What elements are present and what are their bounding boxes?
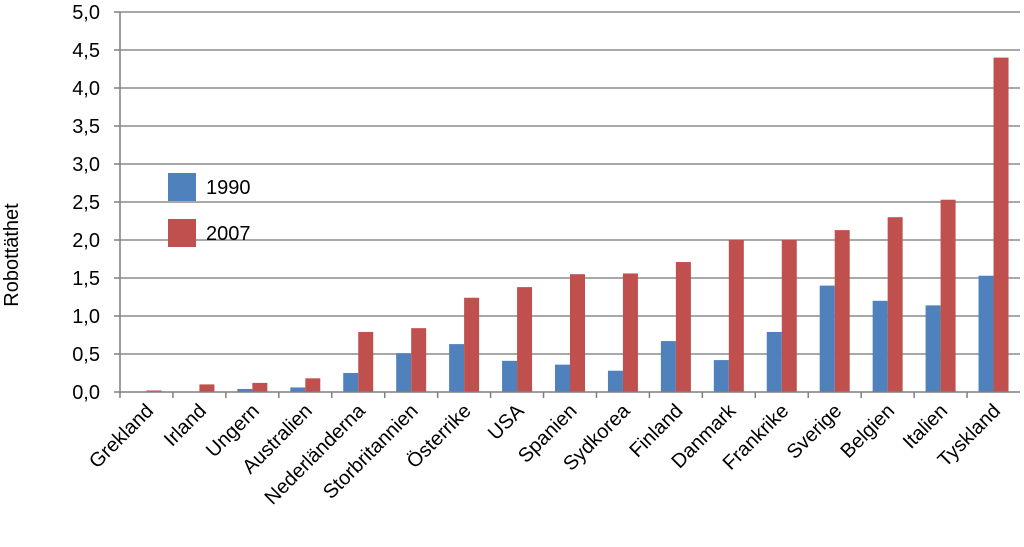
y-tick-label: 2,5 [72, 192, 100, 214]
bar-2007-finland [675, 262, 691, 392]
y-tick-label: 1,5 [72, 268, 100, 290]
bar-2007-grekland [146, 390, 162, 392]
bar-1990-spanien [555, 364, 570, 392]
bar-1990-frankrike [766, 331, 782, 392]
y-tick-label: 5,0 [72, 2, 100, 24]
bar-2007-italien [940, 199, 956, 392]
bar-1990-tyskland [978, 275, 994, 392]
bar-2007-australien [305, 378, 321, 392]
bar-1990-nederländerna [343, 373, 359, 392]
legend: 1990 2007 [168, 173, 251, 247]
y-tick-label: 4,0 [72, 78, 100, 100]
bar-2007-tyskland [993, 57, 1009, 392]
y-tick-label: 2,0 [72, 230, 100, 252]
y-tick-label: 1,0 [72, 306, 100, 328]
bar-1990-österrike [449, 344, 465, 392]
bar-2007-sydkorea [622, 273, 638, 392]
legend-label: 1990 [206, 177, 251, 199]
y-axis-label: Robottäthet [1, 203, 23, 307]
bar-2007-ungern [252, 382, 268, 392]
bar-1990-storbritannien [396, 353, 412, 392]
bar-2007-sverige [834, 230, 850, 392]
bar-2007-usa [517, 287, 533, 392]
y-tick-label: 3,0 [72, 154, 100, 176]
x-tick-label: Grekland [85, 400, 158, 473]
legend-label: 2007 [206, 223, 251, 245]
legend-swatch [168, 173, 196, 201]
bar-2007-österrike [464, 297, 480, 392]
y-tick-labels: 0,0 0,5 1,0 1,5 2,0 2,5 3,0 3,5 4,0 4,5 5,0 [72, 2, 100, 404]
bar-1990-belgien [872, 300, 888, 392]
axes [119, 12, 1020, 398]
bar-1990-sverige [819, 285, 835, 392]
y-tick-label: 0,0 [72, 382, 100, 404]
bar-2007-irland [199, 384, 215, 392]
bar-2007-frankrike [781, 240, 797, 392]
legend-swatch [168, 219, 196, 247]
x-tick-labels: Grekland IrlandUngernAustralienNederlände… [85, 399, 1005, 509]
bar-1990-usa [502, 360, 518, 392]
bar-1990-ungern [237, 388, 253, 392]
y-tick-label: 4,5 [72, 40, 100, 62]
bar-2007-spanien [570, 274, 585, 392]
bar-1990-italien [925, 305, 941, 392]
y-tick-label: 0,5 [72, 344, 100, 366]
bar-1990-australien [290, 387, 306, 392]
x-tick-label: Sverige [783, 400, 847, 464]
bars [146, 57, 1009, 392]
bar-2007-danmark [728, 240, 744, 392]
bar-2007-nederländerna [358, 331, 374, 392]
bar-1990-danmark [713, 360, 729, 392]
x-tick-label: Irland [160, 400, 211, 451]
y-tick-label: 3,5 [72, 116, 100, 138]
bar-2007-storbritannien [411, 328, 427, 392]
bar-1990-sydkorea [607, 370, 623, 392]
x-tick-label: USA [484, 400, 529, 445]
x-tick-label: Belgien [836, 400, 899, 463]
bar-2007-belgien [887, 217, 903, 392]
bar-1990-finland [660, 341, 676, 392]
